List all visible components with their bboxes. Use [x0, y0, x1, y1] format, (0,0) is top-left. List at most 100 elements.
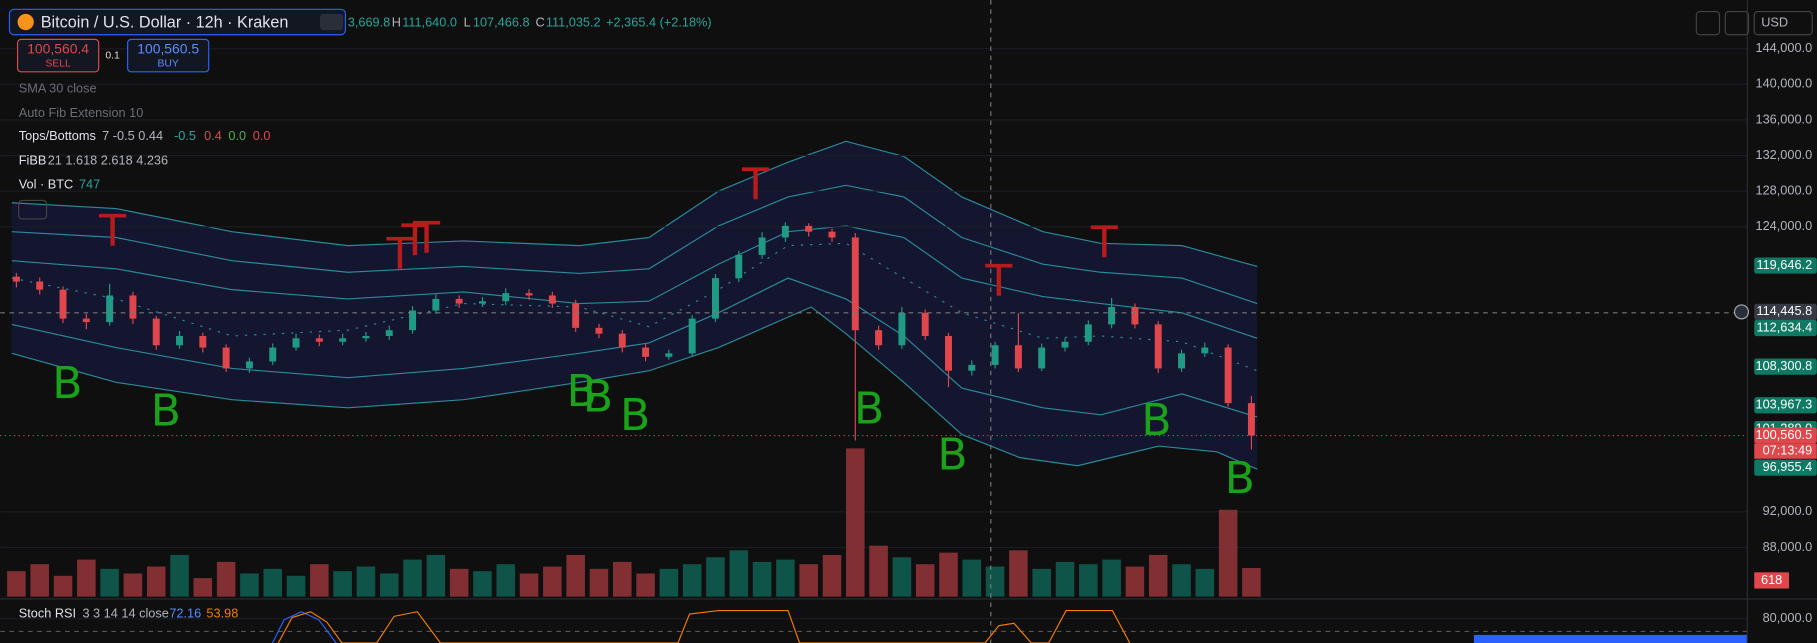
- vol-name: Vol · BTC: [19, 177, 74, 192]
- candle-body: [315, 338, 323, 342]
- buy-label: BUY: [157, 58, 178, 69]
- volume-bar: [985, 566, 1005, 597]
- candle-body: [1178, 353, 1186, 369]
- candle-body: [525, 293, 533, 296]
- price-badge-label: 119,646.2: [1756, 257, 1812, 272]
- low-label: L: [464, 15, 471, 30]
- candle-body: [758, 237, 766, 255]
- volume-bar: [1032, 568, 1051, 597]
- volume-badge: [1754, 572, 1790, 589]
- signal-marker: T: [984, 256, 1013, 307]
- close-label: C: [535, 15, 544, 30]
- high-value: 111,640.0: [402, 15, 457, 30]
- trade-size: 0.1: [105, 50, 120, 61]
- candle-body: [781, 225, 789, 238]
- band-fill: [11, 141, 1258, 470]
- volume-bar: [543, 566, 562, 597]
- volume-bar: [310, 564, 329, 597]
- scroll-button[interactable]: [1473, 634, 1748, 643]
- volume-bar: [846, 448, 865, 597]
- candle-body: [642, 347, 650, 357]
- download-button[interactable]: [1695, 11, 1721, 36]
- volume-bar: [1125, 566, 1145, 597]
- sell-label: SELL: [45, 58, 71, 69]
- candle-body: [362, 335, 370, 339]
- symbol-box[interactable]: [8, 8, 347, 36]
- signal-marker: B: [854, 383, 884, 434]
- candle-body: [339, 338, 347, 342]
- volume-bar: [30, 564, 49, 597]
- volume-bar: [123, 573, 143, 597]
- more-button[interactable]: [319, 13, 344, 31]
- bands: [11, 140, 1258, 470]
- buy-button[interactable]: [127, 38, 210, 73]
- volume-bar: [356, 566, 376, 597]
- collapse-button[interactable]: [18, 199, 48, 220]
- volume: [7, 448, 1261, 597]
- signal-marker: T: [98, 206, 127, 257]
- price-tick-label: 88,000.0: [1763, 539, 1813, 554]
- candle-body: [292, 338, 300, 348]
- candle-body: [106, 295, 114, 323]
- volume-bar: [706, 557, 725, 597]
- signal-marker: B: [151, 386, 181, 437]
- volume-bar: [1148, 554, 1168, 597]
- reset-button[interactable]: [1724, 11, 1750, 36]
- volume-bar: [519, 573, 539, 597]
- volume-bar: [146, 566, 166, 597]
- volume-bar: [729, 550, 749, 597]
- signal-marker: T: [401, 215, 430, 266]
- price-tick-label: 92,000.0: [1763, 503, 1813, 518]
- tb-name: Tops/Bottoms: [19, 128, 96, 143]
- candle-body: [1247, 403, 1255, 436]
- volume-bar: [240, 573, 259, 597]
- volume-bar: [1079, 564, 1098, 597]
- price-tick-label: 140,000.0: [1756, 76, 1813, 91]
- volume-bar: [100, 568, 119, 597]
- sell-button[interactable]: [16, 38, 100, 73]
- candle-body: [991, 345, 999, 365]
- price-badge-label: 112,634.4: [1756, 319, 1812, 334]
- countdown-badge: [1754, 443, 1817, 459]
- volume-bar: [1055, 561, 1075, 597]
- price-badge-label: 96,955.4: [1763, 459, 1813, 474]
- currency-button[interactable]: [1753, 11, 1813, 36]
- price-badge: [1754, 257, 1817, 274]
- candle-body: [1224, 347, 1232, 404]
- candle-body: [618, 333, 626, 348]
- volume-bar: [1218, 509, 1238, 597]
- price-tick-label: 80,000.0: [1763, 610, 1813, 625]
- tb-params: 7 -0.5 0.44: [102, 128, 163, 143]
- volume-bar: [473, 571, 492, 597]
- signal-marker: B: [620, 390, 650, 441]
- sma-line: [11, 242, 1258, 372]
- candles: [12, 222, 1255, 450]
- close-value: 111,035.2: [546, 15, 601, 30]
- volume-bar: [1102, 559, 1121, 597]
- signal-marker: T: [412, 213, 441, 264]
- volume-bar: [962, 559, 982, 597]
- volume-bar: [263, 568, 283, 597]
- candle-body: [548, 295, 556, 304]
- volume-bar: [752, 561, 772, 597]
- candle-body: [1084, 324, 1092, 342]
- volume-bar: [566, 554, 585, 597]
- candle-body: [36, 281, 44, 290]
- price-badge-label: 108,300.8: [1756, 358, 1813, 373]
- candle-body: [1038, 347, 1046, 369]
- signal-marker: B: [52, 358, 82, 409]
- volume-bar: [333, 571, 352, 597]
- change: +2,365.4 (+2.18%): [606, 15, 712, 30]
- signal-marker: B: [1141, 395, 1171, 446]
- candle-body: [572, 303, 580, 328]
- volume-bar: [379, 573, 399, 597]
- stoch-k: [271, 611, 337, 643]
- candle-body: [455, 298, 463, 304]
- price-badge: [1754, 303, 1817, 320]
- volume-bar: [449, 568, 469, 597]
- sma-legend: SMA 30 close: [19, 81, 97, 96]
- low-value: 107,466.8: [473, 15, 530, 30]
- candle-body: [59, 289, 67, 319]
